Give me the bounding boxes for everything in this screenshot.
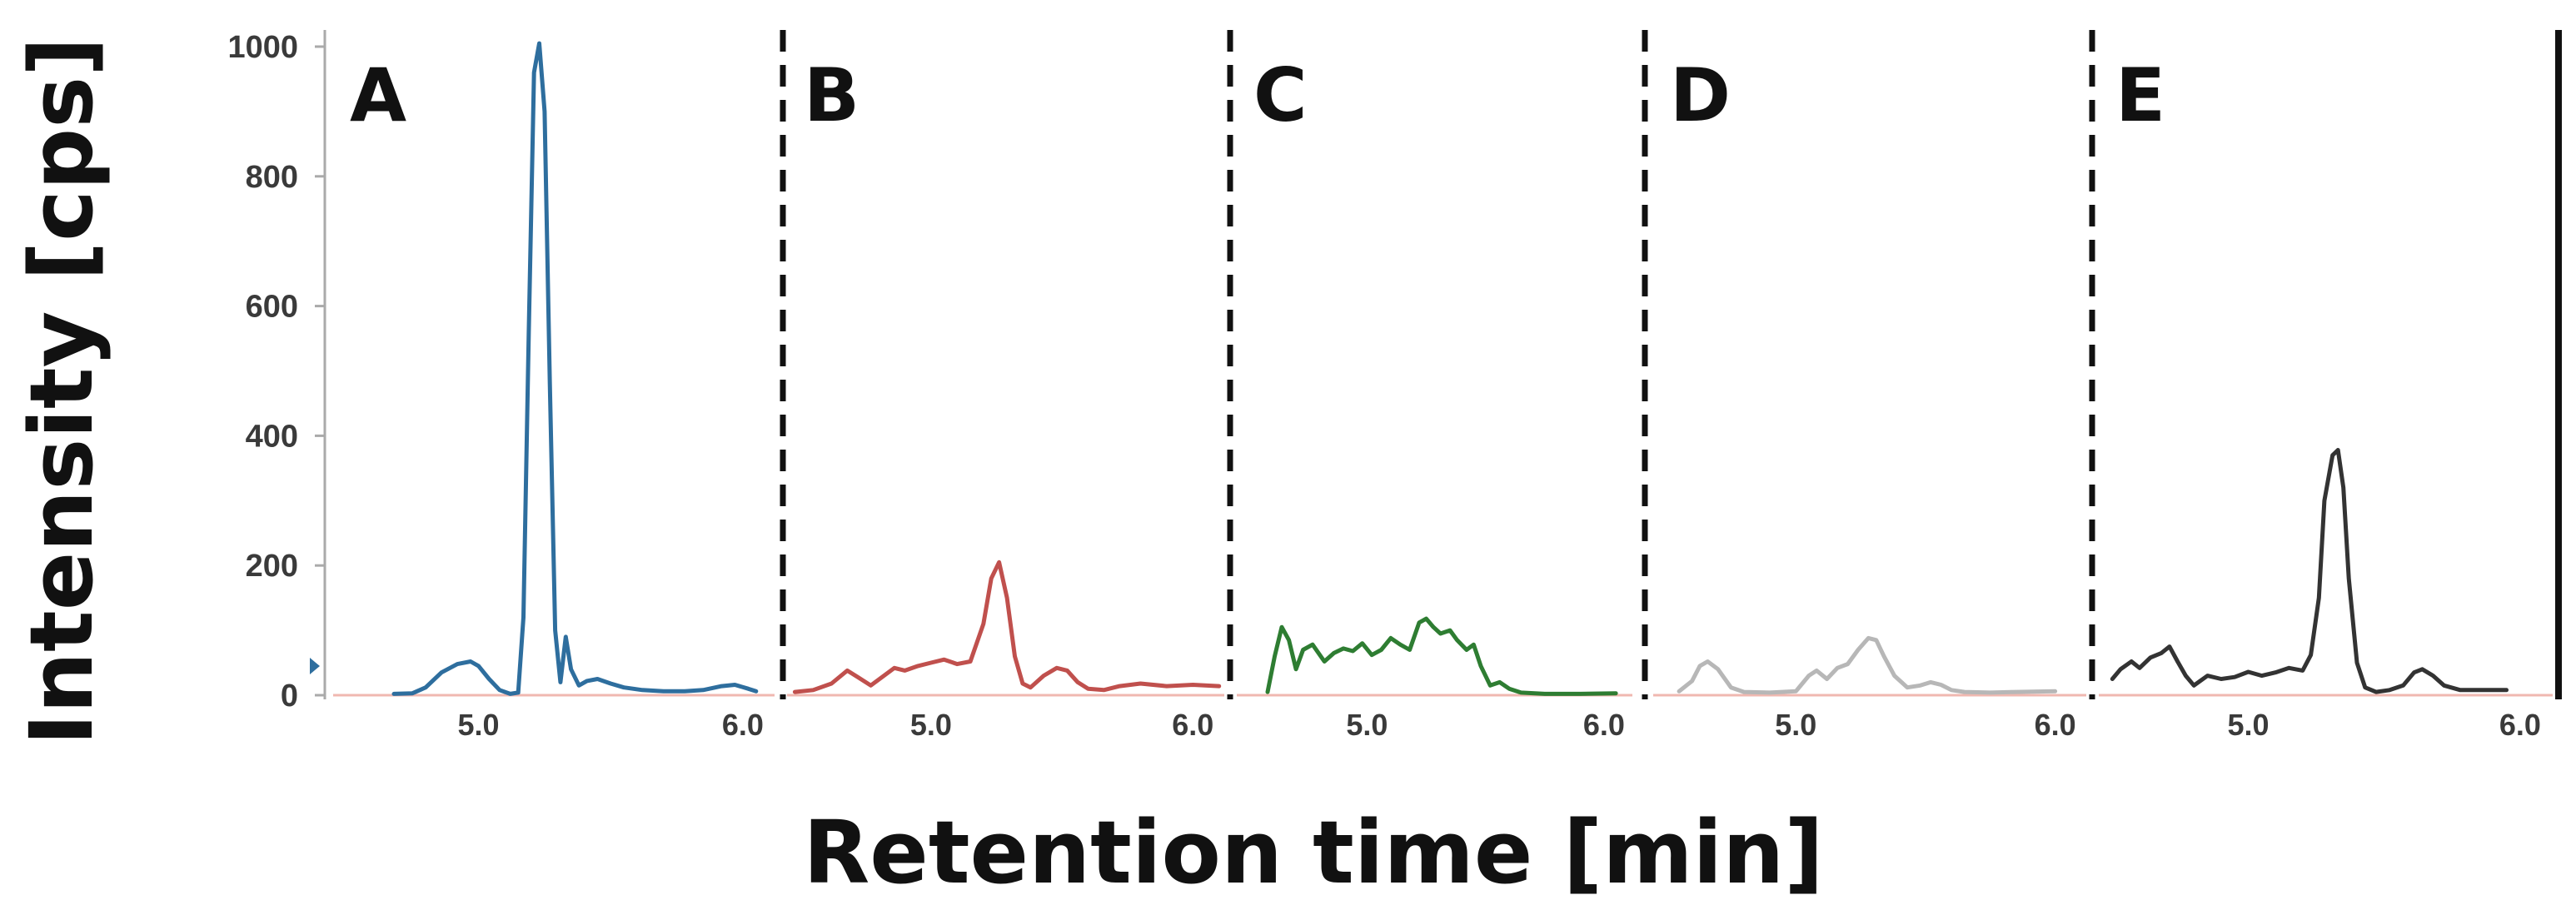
series-line-c bbox=[1265, 616, 1618, 696]
baseline-marker bbox=[310, 658, 320, 674]
y-tick-label: 1000 bbox=[227, 30, 298, 65]
panel-label: B bbox=[804, 52, 859, 138]
x-tick-label: 5.0 bbox=[910, 708, 952, 742]
panel-a: 5.0 6.0 A bbox=[333, 41, 775, 742]
panel-c: 5.0 6.0 C bbox=[1237, 52, 1632, 742]
x-tick-label: 6.0 bbox=[2499, 708, 2541, 742]
panel-label: A bbox=[350, 52, 406, 138]
x-tick-label: 6.0 bbox=[2035, 708, 2076, 742]
y-tick-label: 0 bbox=[281, 679, 298, 714]
panel-d: 5.0 6.0 D bbox=[1653, 52, 2086, 742]
x-tick-label: 5.0 bbox=[1346, 708, 1388, 742]
y-tick-label: 200 bbox=[246, 549, 298, 584]
y-tick-label: 600 bbox=[246, 290, 298, 325]
x-tick-label: 5.0 bbox=[458, 708, 500, 742]
series-line-a bbox=[391, 41, 759, 696]
y-tick-label: 800 bbox=[246, 160, 298, 195]
y-axis: 0 200 400 600 800 1000 bbox=[227, 30, 326, 714]
x-tick-label: 5.0 bbox=[2227, 708, 2269, 742]
panel-label: E bbox=[2115, 52, 2165, 138]
x-tick-label: 6.0 bbox=[1583, 708, 1625, 742]
series-line-b bbox=[792, 559, 1222, 694]
panel-label: D bbox=[1670, 52, 1731, 138]
series-line-d bbox=[1677, 635, 2058, 695]
x-axis-title: Retention time [min] bbox=[803, 802, 1824, 903]
x-tick-label: 6.0 bbox=[722, 708, 764, 742]
panel-b: 5.0 6.0 B bbox=[787, 52, 1224, 742]
x-tick-label: 5.0 bbox=[1775, 708, 1816, 742]
panels: 5.0 6.0 A 5.0 6.0 B 5.0 6.0 C 5.0 6.0 D 5.0 6.0 E bbox=[333, 30, 2562, 742]
y-tick-label: 400 bbox=[246, 419, 298, 454]
panel-label: C bbox=[1253, 52, 1308, 138]
y-axis-title: Intensity [cps] bbox=[11, 37, 112, 745]
panel-e: 5.0 6.0 E bbox=[2099, 52, 2553, 742]
x-tick-label: 6.0 bbox=[1172, 708, 1213, 742]
series-line-e bbox=[2110, 448, 2509, 694]
